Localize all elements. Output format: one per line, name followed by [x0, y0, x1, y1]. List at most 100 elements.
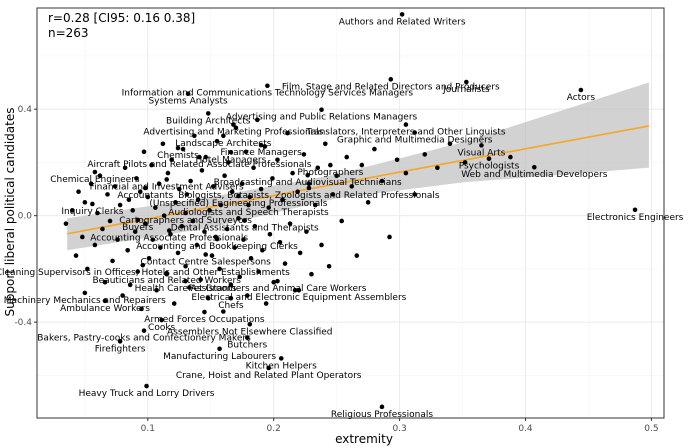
point-label: Actors: [567, 93, 596, 103]
point-label: Psychologists: [459, 162, 520, 172]
data-point: [339, 218, 344, 224]
data-point: [263, 301, 269, 306]
point-label: Religious Professionals: [331, 410, 433, 420]
data-point-labeled: [197, 154, 202, 160]
axes: 0.1 0.2 0.3 0.4 0.5 -0.4 0.0 0.4: [14, 7, 665, 434]
point-label: Dental Assistants and Therapists: [171, 223, 319, 233]
data-point: [175, 250, 181, 256]
data-point-labeled: [217, 346, 222, 352]
data-point: [248, 255, 254, 261]
data-point-labeled: [166, 228, 172, 233]
point-label: Heavy Truck and Lorry Drivers: [79, 389, 215, 399]
data-point: [210, 184, 216, 189]
point-label: Bakers, Pastry-cooks and Confectionery M…: [37, 334, 251, 344]
data-point: [292, 287, 298, 293]
data-point: [199, 168, 205, 173]
data-point-labeled: [144, 383, 149, 389]
data-point: [145, 194, 151, 200]
point-label: Kitchen Helpers: [246, 361, 317, 371]
data-point-labeled: [388, 77, 394, 82]
point-label: Finance Managers: [220, 148, 302, 158]
point-label: Web and Multimedia Developers: [461, 170, 607, 180]
data-point: [435, 165, 440, 171]
data-point: [365, 200, 371, 205]
point-label: Crane, Hoist and Related Plant Operators: [176, 371, 362, 381]
data-point: [122, 165, 128, 171]
data-point-labeled: [82, 290, 88, 296]
data-point-labeled: [242, 218, 248, 223]
data-point: [287, 221, 293, 226]
data-point: [135, 269, 141, 274]
data-point-labeled: [258, 142, 264, 148]
data-point: [312, 202, 318, 208]
data-point-labeled: [141, 328, 147, 333]
data-point: [319, 242, 324, 248]
data-point-labeled: [183, 210, 188, 216]
data-point: [120, 293, 125, 298]
data-point: [154, 287, 159, 293]
data-point: [82, 200, 88, 205]
data-point: [262, 144, 268, 149]
point-label: Contact Centre Salespersons: [141, 258, 272, 268]
data-point-labeled: [247, 321, 253, 327]
data-point: [217, 266, 222, 272]
data-point-labeled: [479, 143, 484, 148]
data-point-labeled: [403, 122, 409, 127]
data-point: [112, 184, 118, 189]
data-point: [326, 263, 332, 269]
point-label: Buyers: [122, 223, 153, 233]
data-point: [297, 250, 303, 256]
point-label: Butchers: [227, 341, 267, 351]
data-point: [266, 205, 271, 210]
data-point: [304, 229, 309, 234]
point-label: Beauticians and Related Workers: [92, 276, 241, 286]
data-point: [309, 271, 314, 277]
point-label: Electronics Engineers: [587, 213, 684, 223]
point-label: Assemblers Not Elsewhere Classified: [167, 327, 332, 337]
data-point: [160, 141, 166, 147]
data-point-labeled: [231, 122, 236, 127]
data-point-labeled: [266, 365, 271, 371]
point-label: Machinery Mechanics and Repairers: [4, 296, 166, 306]
data-point-labeled: [90, 201, 95, 207]
point-label: Film, Stage and Related Directors and Pr…: [282, 82, 500, 92]
data-point: [146, 255, 152, 261]
data-point: [80, 234, 85, 240]
data-point: [73, 253, 79, 258]
data-point: [247, 194, 253, 200]
data-point: [125, 247, 130, 253]
data-point-labeled: [135, 217, 141, 223]
data-point: [344, 154, 350, 160]
point-label: Accountants: [117, 191, 173, 201]
point-label: Systems Analysts: [148, 97, 228, 107]
data-point: [222, 173, 227, 179]
data-point-labeled: [265, 83, 270, 89]
point-labels: Authors and Related Writers Film, Stage a…: [0, 17, 684, 419]
x-tick-label: 0.4: [518, 424, 533, 434]
point-label: Advertising and Public Relations Manager…: [226, 113, 418, 123]
data-point: [260, 247, 265, 253]
data-point: [183, 263, 188, 269]
data-point: [306, 181, 312, 187]
data-point: [349, 184, 355, 189]
data-point: [252, 224, 258, 229]
data-point: [117, 202, 123, 208]
confidence-band-area: [67, 82, 649, 251]
data-point: [462, 160, 468, 165]
y-axis-title: Support liberal political candidates: [3, 108, 17, 317]
data-point: [387, 234, 392, 240]
data-point: [295, 189, 300, 195]
point-label: Armed Forces Occupations: [144, 315, 265, 325]
data-point: [150, 237, 156, 242]
point-label: Chefs: [218, 301, 244, 311]
data-point: [85, 266, 90, 272]
data-point: [403, 170, 409, 176]
data-point: [256, 269, 261, 274]
data-point: [282, 261, 288, 266]
point-label: Biologists, Botanists, Zoologists and Re…: [178, 191, 440, 201]
point-label: Aircraft Pilots and Related Associate Pr…: [87, 160, 311, 170]
data-point-labeled: [486, 156, 492, 161]
point-label: Graphic and Multimedia Designers: [337, 136, 493, 146]
data-point: [209, 253, 215, 258]
data-point: [372, 146, 377, 152]
